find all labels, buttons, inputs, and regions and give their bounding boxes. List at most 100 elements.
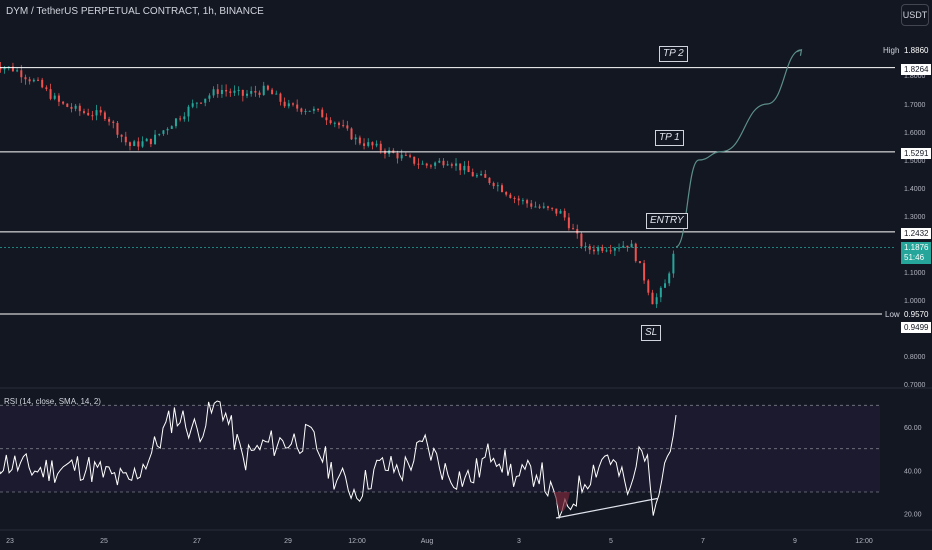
candle-body — [659, 287, 662, 298]
candle-body — [128, 142, 131, 146]
candle-body — [467, 165, 470, 173]
candle-body — [187, 106, 190, 117]
candle-body — [459, 163, 462, 171]
candle-body — [538, 206, 541, 208]
candle-body — [62, 101, 65, 104]
candle-body — [70, 106, 73, 109]
candle-body — [41, 79, 44, 88]
candle-body — [321, 109, 324, 118]
candle-body — [350, 128, 353, 140]
candle-body — [521, 200, 524, 202]
candle-body — [605, 250, 608, 252]
candle-body — [567, 217, 570, 229]
candle-body — [154, 134, 157, 145]
candle-body — [505, 192, 508, 195]
currency-button[interactable]: USDT — [901, 4, 929, 26]
candle-body — [501, 185, 503, 193]
candle-body — [233, 90, 236, 93]
candle-body — [108, 119, 111, 122]
candle-body — [421, 163, 424, 165]
candle-body — [78, 105, 81, 112]
time-tick: 29 — [284, 538, 292, 545]
time-tick: 7 — [701, 538, 705, 545]
candle-body — [492, 182, 495, 187]
candle-body — [584, 246, 587, 248]
candle-body — [225, 89, 228, 92]
candle-body — [120, 134, 123, 137]
candle-body — [137, 141, 140, 147]
tp1-price-box: 1.5291 — [901, 148, 932, 159]
candle-body — [337, 122, 340, 126]
candle-body — [484, 174, 487, 178]
candle-body — [212, 89, 215, 96]
candle-body — [262, 85, 265, 95]
candle-body — [417, 163, 420, 165]
time-tick: 27 — [193, 538, 201, 545]
candle-body — [220, 89, 223, 94]
price-tick: 1.3000 — [904, 214, 926, 221]
candle-body — [3, 67, 6, 70]
candle-body — [183, 116, 186, 120]
time-tick: 12:00 — [855, 538, 873, 545]
candle-body — [572, 228, 575, 230]
candle-body — [597, 247, 600, 252]
candle-body — [91, 115, 94, 117]
candle-body — [396, 152, 399, 159]
candle-body — [329, 120, 332, 124]
candle-body — [216, 89, 219, 94]
sl-price-box: 0.9499 — [901, 322, 932, 333]
candle-body — [296, 104, 299, 109]
time-tick: 9 — [793, 538, 797, 545]
candle-body — [200, 102, 203, 104]
candle-body — [471, 172, 474, 177]
candle-body — [455, 163, 458, 166]
projection-curve — [675, 48, 803, 248]
candle-body — [279, 93, 282, 102]
candle-body — [11, 66, 14, 72]
candle-body — [179, 118, 182, 120]
candle-body — [429, 165, 432, 167]
rsi-indicator-label: RSI (14, close, SMA, 14, 2) — [4, 397, 101, 406]
candle-body — [379, 143, 382, 151]
candle-body — [563, 210, 566, 218]
candle-body — [363, 143, 366, 146]
candle-body — [551, 207, 554, 209]
candle-body — [37, 79, 40, 81]
candle-body — [24, 77, 27, 80]
symbol-title: DYM / TetherUS PERPETUAL CONTRACT, 1h, B… — [6, 6, 264, 17]
candle-body — [195, 102, 198, 104]
low-value: 0.9570 — [901, 309, 932, 320]
candle-body — [555, 208, 558, 214]
candle-body — [275, 93, 278, 95]
price-tick: 1.4000 — [904, 186, 926, 193]
rsi-axis-ticks: 60.00 40.00 20.00 — [904, 425, 922, 519]
rsi-tick: 20.00 — [904, 512, 922, 519]
candle-body — [496, 185, 499, 187]
candle-body — [526, 200, 529, 204]
time-axis-ticks: 23 25 27 29 12:00 Aug 3 5 7 9 12:00 — [6, 538, 873, 545]
candle-body — [601, 247, 604, 251]
candle-countdown: 51:46 — [904, 253, 925, 262]
candle-body — [241, 89, 244, 96]
candle-body — [57, 95, 60, 102]
candle-body — [266, 85, 269, 90]
candle-body — [438, 160, 441, 163]
rsi-divergence-line — [555, 497, 658, 519]
rsi-oversold-fill — [554, 492, 571, 512]
candle-body — [45, 87, 48, 90]
candle-body — [95, 110, 98, 116]
candle-body — [20, 70, 23, 78]
candle-body — [229, 91, 232, 93]
candle-body — [638, 261, 641, 264]
candle-body — [191, 103, 194, 107]
candle-body — [170, 126, 173, 129]
price-tick: 1.6000 — [904, 130, 926, 137]
sl-label: SL — [641, 325, 662, 341]
candle-body — [271, 89, 274, 95]
candle-body — [28, 79, 31, 82]
entry-price-box: 1.2432 — [901, 228, 932, 239]
high-value: 1.8860 — [901, 45, 932, 56]
candle-body — [246, 93, 249, 96]
candle-body — [158, 133, 161, 135]
